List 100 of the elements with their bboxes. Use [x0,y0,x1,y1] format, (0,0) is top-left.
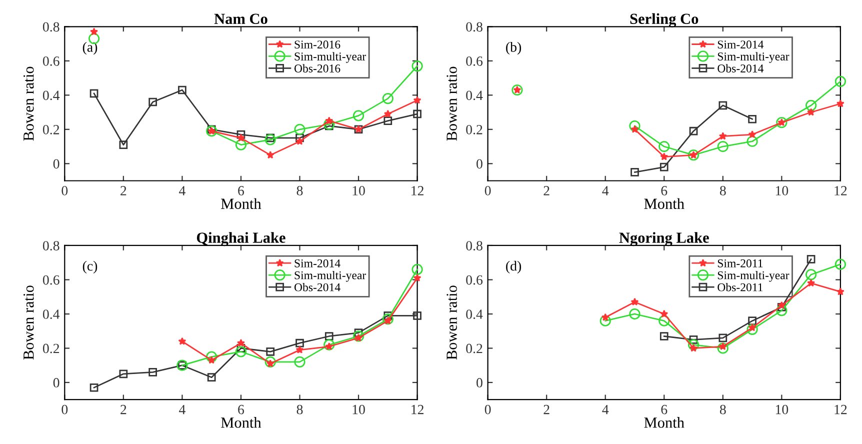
x-tick-label: 12 [834,404,847,414]
x-tick-label: 8 [720,186,726,196]
point [266,134,275,142]
y-axis-title: Bowen ratio [446,66,457,141]
point [294,124,306,135]
x-tick-label: 4 [602,404,609,414]
point [384,110,392,118]
point [806,255,816,264]
x-tick-label: 12 [412,404,424,414]
point [717,140,728,152]
y-tick-label: 0.8 [42,241,60,250]
y-tick-label: 0.6 [42,275,60,285]
point [689,126,698,136]
point [658,140,670,152]
annotation: (c) [82,260,98,274]
point [413,96,422,104]
y-tick-label: 0 [53,378,60,388]
point [324,339,335,350]
point [836,288,844,296]
y-tick-label: 0.2 [42,124,60,134]
y-tick-label: 0.4 [42,310,60,319]
point [807,108,816,116]
legend-label: Sim-2016 [294,40,340,48]
legend-label: Sim-multi-year [718,52,790,63]
x-tick-label: 0 [62,404,68,414]
point [688,339,700,350]
legend-label: Sim-multi-year [718,270,790,282]
point [90,28,98,36]
point [266,359,274,368]
chart-title: Qinghai Lake [196,232,286,246]
y-tick-label: 0.4 [466,310,483,319]
point [600,315,611,326]
legend-label: Obs-2016 [294,64,340,72]
y-tick-label: 0.8 [466,22,482,32]
point [148,98,157,106]
point [90,383,98,392]
y-tick-label: 0.2 [42,344,60,354]
point [412,264,423,276]
y-tick-label: 0 [476,159,482,169]
point [718,342,727,350]
point [119,370,128,378]
point [296,338,304,348]
point [746,324,758,335]
point [412,60,423,72]
x-tick-label: 10 [776,186,788,196]
point [660,310,668,318]
point [148,368,157,376]
y-tick-label: 0.8 [42,22,60,32]
point [746,136,758,147]
y-tick-label: 0.2 [466,124,482,134]
point [384,316,392,324]
point [413,274,422,282]
point [630,298,639,306]
point [718,132,727,140]
legend-label: Sim-2014 [718,40,764,48]
y-tick-label: 0 [476,378,482,388]
point [206,351,218,362]
x-tick-label: 8 [720,404,726,414]
point [264,356,276,368]
x-tick-label: 4 [602,186,609,196]
point [630,125,639,133]
x-tick-label: 6 [238,186,244,196]
point [718,101,728,110]
legend-label: Sim-2011 [718,259,763,268]
point [264,134,276,146]
point [266,150,274,159]
y-axis-title: Bowen ratio [446,286,457,360]
legend-label: Obs-2011 [718,282,763,292]
point [717,342,728,354]
point [236,338,245,347]
point [324,118,335,130]
point [325,116,334,124]
x-tick-label: 4 [178,404,186,414]
x-axis-title: Month [644,198,684,209]
x-axis-title: Month [644,417,684,428]
x-tick-label: 8 [296,404,303,414]
x-tick-label: 2 [120,186,126,196]
point [294,356,306,368]
x-tick-label: 10 [352,404,365,414]
x-tick-label: 2 [544,404,550,414]
point [834,76,846,87]
point [208,356,216,364]
legend-label: Sim-2014 [294,259,340,268]
point [236,130,246,139]
point [352,330,364,342]
annotation: (b) [506,42,522,55]
x-tick-label: 12 [412,186,424,196]
point [382,93,394,104]
legend-label: Obs-2014 [294,282,340,292]
point [601,313,610,321]
point [90,89,98,98]
y-axis-title: Bowen ratio [24,286,34,360]
point [413,110,422,118]
point [748,114,756,124]
point [629,308,640,320]
point [748,324,756,332]
y-tick-label: 0.6 [466,275,483,285]
point [266,347,275,356]
point [236,134,245,142]
point [630,168,639,176]
